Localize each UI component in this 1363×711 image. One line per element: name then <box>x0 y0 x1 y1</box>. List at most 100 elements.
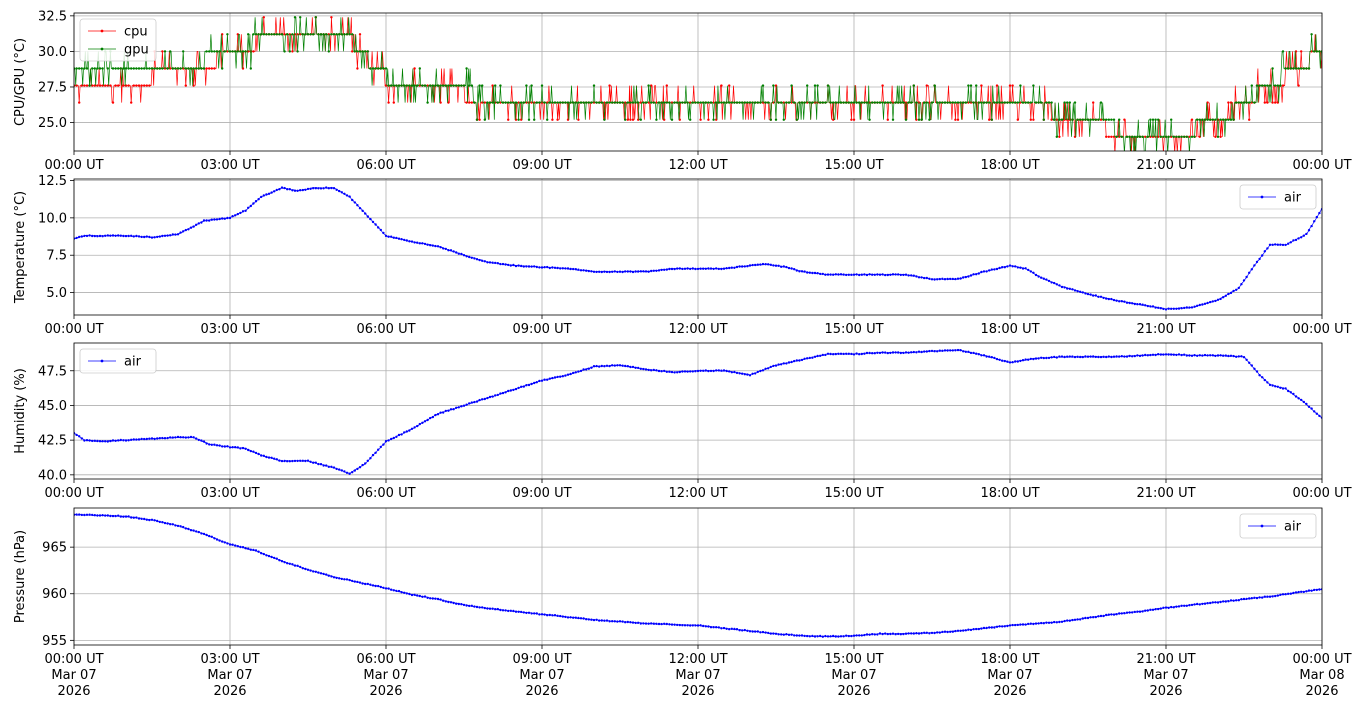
data-point <box>938 101 941 104</box>
data-point <box>223 541 226 544</box>
data-point <box>1235 101 1238 104</box>
data-point <box>1094 118 1098 121</box>
data-point <box>1019 266 1022 269</box>
data-point <box>392 589 395 592</box>
data-point <box>507 609 510 613</box>
data-point <box>1079 290 1082 293</box>
x-tick-label: 00:00 UT <box>1292 322 1351 337</box>
data-point <box>626 101 629 104</box>
data-point <box>769 632 772 635</box>
data-point <box>1032 84 1035 87</box>
data-point <box>904 118 908 121</box>
data-point <box>1060 355 1064 358</box>
data-point <box>239 447 242 450</box>
data-point <box>252 548 255 552</box>
data-point <box>543 101 546 104</box>
data-point <box>475 605 479 609</box>
data-point <box>457 406 460 409</box>
data-point <box>1261 254 1264 257</box>
data-point <box>559 267 562 270</box>
data-point <box>592 84 596 87</box>
data-point <box>1086 118 1090 121</box>
data-point <box>364 212 367 215</box>
data-point <box>382 443 385 446</box>
data-point <box>460 603 463 606</box>
data-point <box>210 218 213 221</box>
data-point <box>845 101 848 104</box>
data-point <box>304 567 307 571</box>
x-tick-label: 2026 <box>837 684 870 699</box>
data-point <box>1307 229 1311 232</box>
data-point <box>1053 355 1056 359</box>
data-point <box>725 101 728 104</box>
data-point <box>899 351 902 355</box>
data-point <box>213 537 216 540</box>
data-point <box>743 265 746 268</box>
data-point <box>897 351 900 354</box>
data-point <box>462 404 466 407</box>
data-point <box>891 632 895 635</box>
data-point <box>811 356 814 359</box>
data-point <box>816 84 819 87</box>
data-point <box>754 630 757 633</box>
data-point <box>260 454 263 457</box>
data-point <box>455 602 458 605</box>
data-point <box>600 364 603 368</box>
data-point <box>1240 283 1243 286</box>
data-point <box>132 516 135 519</box>
x-tick-label: Mar 07 <box>831 668 876 683</box>
data-point <box>611 364 614 367</box>
data-point <box>247 33 250 36</box>
data-point <box>787 633 791 636</box>
data-point <box>564 101 567 104</box>
data-point <box>364 582 367 586</box>
data-point <box>1029 118 1033 121</box>
data-point <box>850 101 853 104</box>
data-point <box>637 101 640 104</box>
data-point <box>1006 360 1009 363</box>
data-point <box>319 463 323 466</box>
data-point <box>278 459 281 462</box>
data-point <box>725 369 728 373</box>
data-point <box>785 101 788 104</box>
data-point <box>1206 301 1209 305</box>
data-point <box>470 101 473 104</box>
data-point <box>717 369 720 372</box>
data-point <box>860 273 863 276</box>
data-point <box>520 385 523 388</box>
data-point <box>1188 306 1191 309</box>
data-point <box>959 629 962 632</box>
data-point <box>1071 118 1074 121</box>
data-point <box>798 101 801 104</box>
data-point <box>954 349 957 352</box>
data-point <box>514 387 518 391</box>
data-point <box>202 440 206 443</box>
data-point <box>1001 101 1004 104</box>
data-point <box>540 266 544 269</box>
data-point <box>1131 135 1134 138</box>
data-point <box>1203 602 1207 605</box>
data-point <box>444 600 447 603</box>
data-point <box>465 403 468 406</box>
data-point <box>1196 602 1199 606</box>
data-point <box>1107 613 1111 616</box>
data-point <box>525 84 528 87</box>
data-point <box>522 611 525 614</box>
data-point <box>117 514 120 517</box>
data-point <box>512 101 515 104</box>
data-point <box>309 460 312 463</box>
data-point <box>1068 619 1072 622</box>
data-point <box>595 270 598 274</box>
data-point <box>169 523 172 526</box>
data-point <box>101 440 104 443</box>
data-point <box>551 376 554 380</box>
data-point <box>1164 308 1168 311</box>
data-point <box>322 187 325 190</box>
data-point <box>1042 118 1046 121</box>
data-point <box>694 624 697 627</box>
data-point <box>1227 292 1230 296</box>
data-point <box>1159 353 1163 356</box>
data-point <box>1138 135 1142 138</box>
data-point <box>491 101 494 104</box>
data-point <box>236 446 239 449</box>
